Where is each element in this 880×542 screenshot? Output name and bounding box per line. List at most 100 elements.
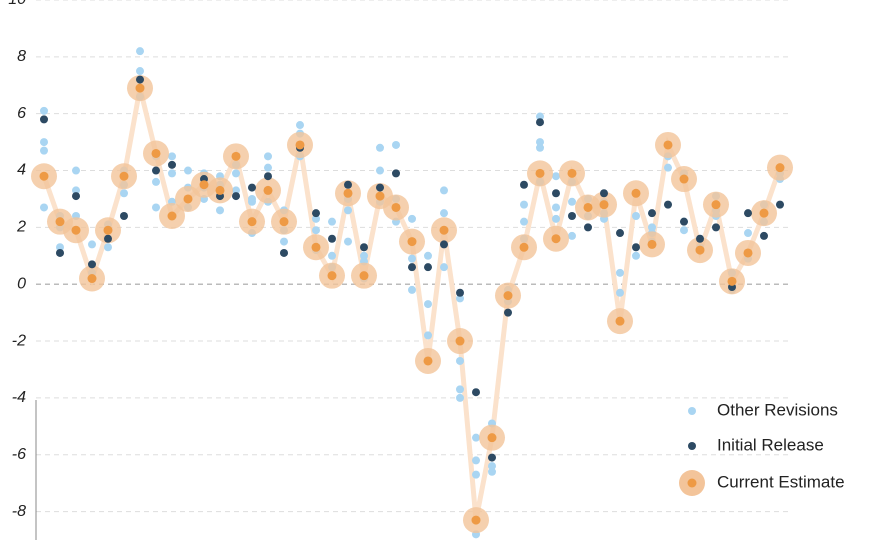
current-estimate (183, 194, 193, 204)
current-estimate (519, 242, 529, 252)
other-revision (440, 263, 448, 272)
current-estimate (295, 140, 305, 150)
current-estimate (695, 245, 705, 255)
initial-release (328, 234, 336, 243)
other-revision (40, 146, 48, 155)
initial-release (136, 75, 144, 84)
other-revision (520, 217, 528, 226)
current-estimate (775, 163, 785, 173)
initial-release (408, 263, 416, 272)
other-revision (472, 433, 480, 442)
current-estimate (599, 200, 609, 210)
y-tick-label: 2 (16, 219, 26, 236)
other-revision (536, 112, 544, 121)
initial-release (424, 263, 432, 272)
other-revision (440, 186, 448, 195)
other-revision (536, 138, 544, 147)
other-revision (664, 163, 672, 172)
current-estimate (167, 211, 177, 221)
initial-release (520, 180, 528, 189)
y-tick-label: -4 (12, 389, 26, 406)
y-tick-label: 8 (17, 48, 26, 65)
initial-release (584, 223, 592, 232)
initial-release (664, 200, 672, 209)
legend-label: Initial Release (717, 435, 824, 454)
legend-label: Other Revisions (717, 400, 838, 419)
other-revision (632, 251, 640, 260)
other-revision (344, 206, 352, 215)
other-revision (312, 214, 320, 223)
current-estimate (311, 242, 321, 252)
initial-release (552, 189, 560, 198)
current-estimate (55, 217, 65, 227)
initial-release (472, 388, 480, 397)
current-estimate (263, 185, 273, 195)
y-tick-label: 4 (17, 162, 26, 179)
current-estimate (375, 191, 385, 201)
other-revision (536, 143, 544, 152)
other-revision (40, 138, 48, 147)
other-revision (296, 121, 304, 130)
legend-marker (687, 478, 697, 488)
initial-release (568, 212, 576, 220)
other-revision (440, 209, 448, 218)
initial-release (696, 234, 704, 243)
current-estimate (423, 356, 433, 366)
other-revision (120, 189, 128, 198)
current-estimate (87, 274, 97, 284)
initial-release (360, 243, 368, 252)
initial-release (72, 192, 80, 201)
initial-release (344, 180, 352, 189)
other-revision (184, 166, 192, 175)
initial-release (392, 169, 400, 178)
other-revision (408, 254, 416, 263)
other-revision (456, 294, 464, 303)
legend-marker (688, 407, 696, 415)
current-estimate (455, 336, 465, 346)
other-revision (568, 231, 576, 240)
other-revision (168, 169, 176, 178)
current-estimate (727, 276, 737, 286)
current-estimate (199, 180, 209, 190)
current-estimate (39, 171, 49, 181)
initial-release (312, 209, 320, 218)
y-tick-label: -8 (12, 503, 26, 520)
other-revision (488, 462, 496, 471)
other-revision (408, 285, 416, 294)
other-revision (40, 106, 48, 115)
current-estimate (711, 200, 721, 210)
current-estimate (231, 151, 241, 161)
other-revision (376, 143, 384, 152)
other-revision (152, 177, 160, 186)
other-revision (360, 251, 368, 260)
initial-release (504, 308, 512, 317)
initial-release (680, 217, 688, 226)
initial-release (488, 453, 496, 462)
current-estimate (567, 168, 577, 178)
initial-release (632, 243, 640, 252)
initial-release (56, 248, 64, 257)
other-revision (88, 240, 96, 249)
initial-release (616, 229, 624, 238)
other-revision (40, 203, 48, 212)
other-revision (424, 251, 432, 260)
other-revision (632, 212, 640, 220)
current-estimate (439, 225, 449, 235)
other-revision (552, 172, 560, 181)
current-estimate (583, 202, 593, 212)
current-estimate (215, 185, 225, 195)
other-revision (232, 169, 240, 178)
current-estimate (679, 174, 689, 184)
other-revision (568, 197, 576, 206)
other-revision (616, 288, 624, 297)
initial-release (456, 288, 464, 297)
initial-release (536, 118, 544, 127)
other-revision (232, 186, 240, 195)
other-revision (136, 47, 144, 56)
initial-release (88, 260, 96, 269)
initial-release (744, 209, 752, 218)
initial-release (168, 160, 176, 169)
other-revision (168, 152, 176, 161)
other-revision (280, 237, 288, 246)
current-estimate (551, 234, 561, 244)
